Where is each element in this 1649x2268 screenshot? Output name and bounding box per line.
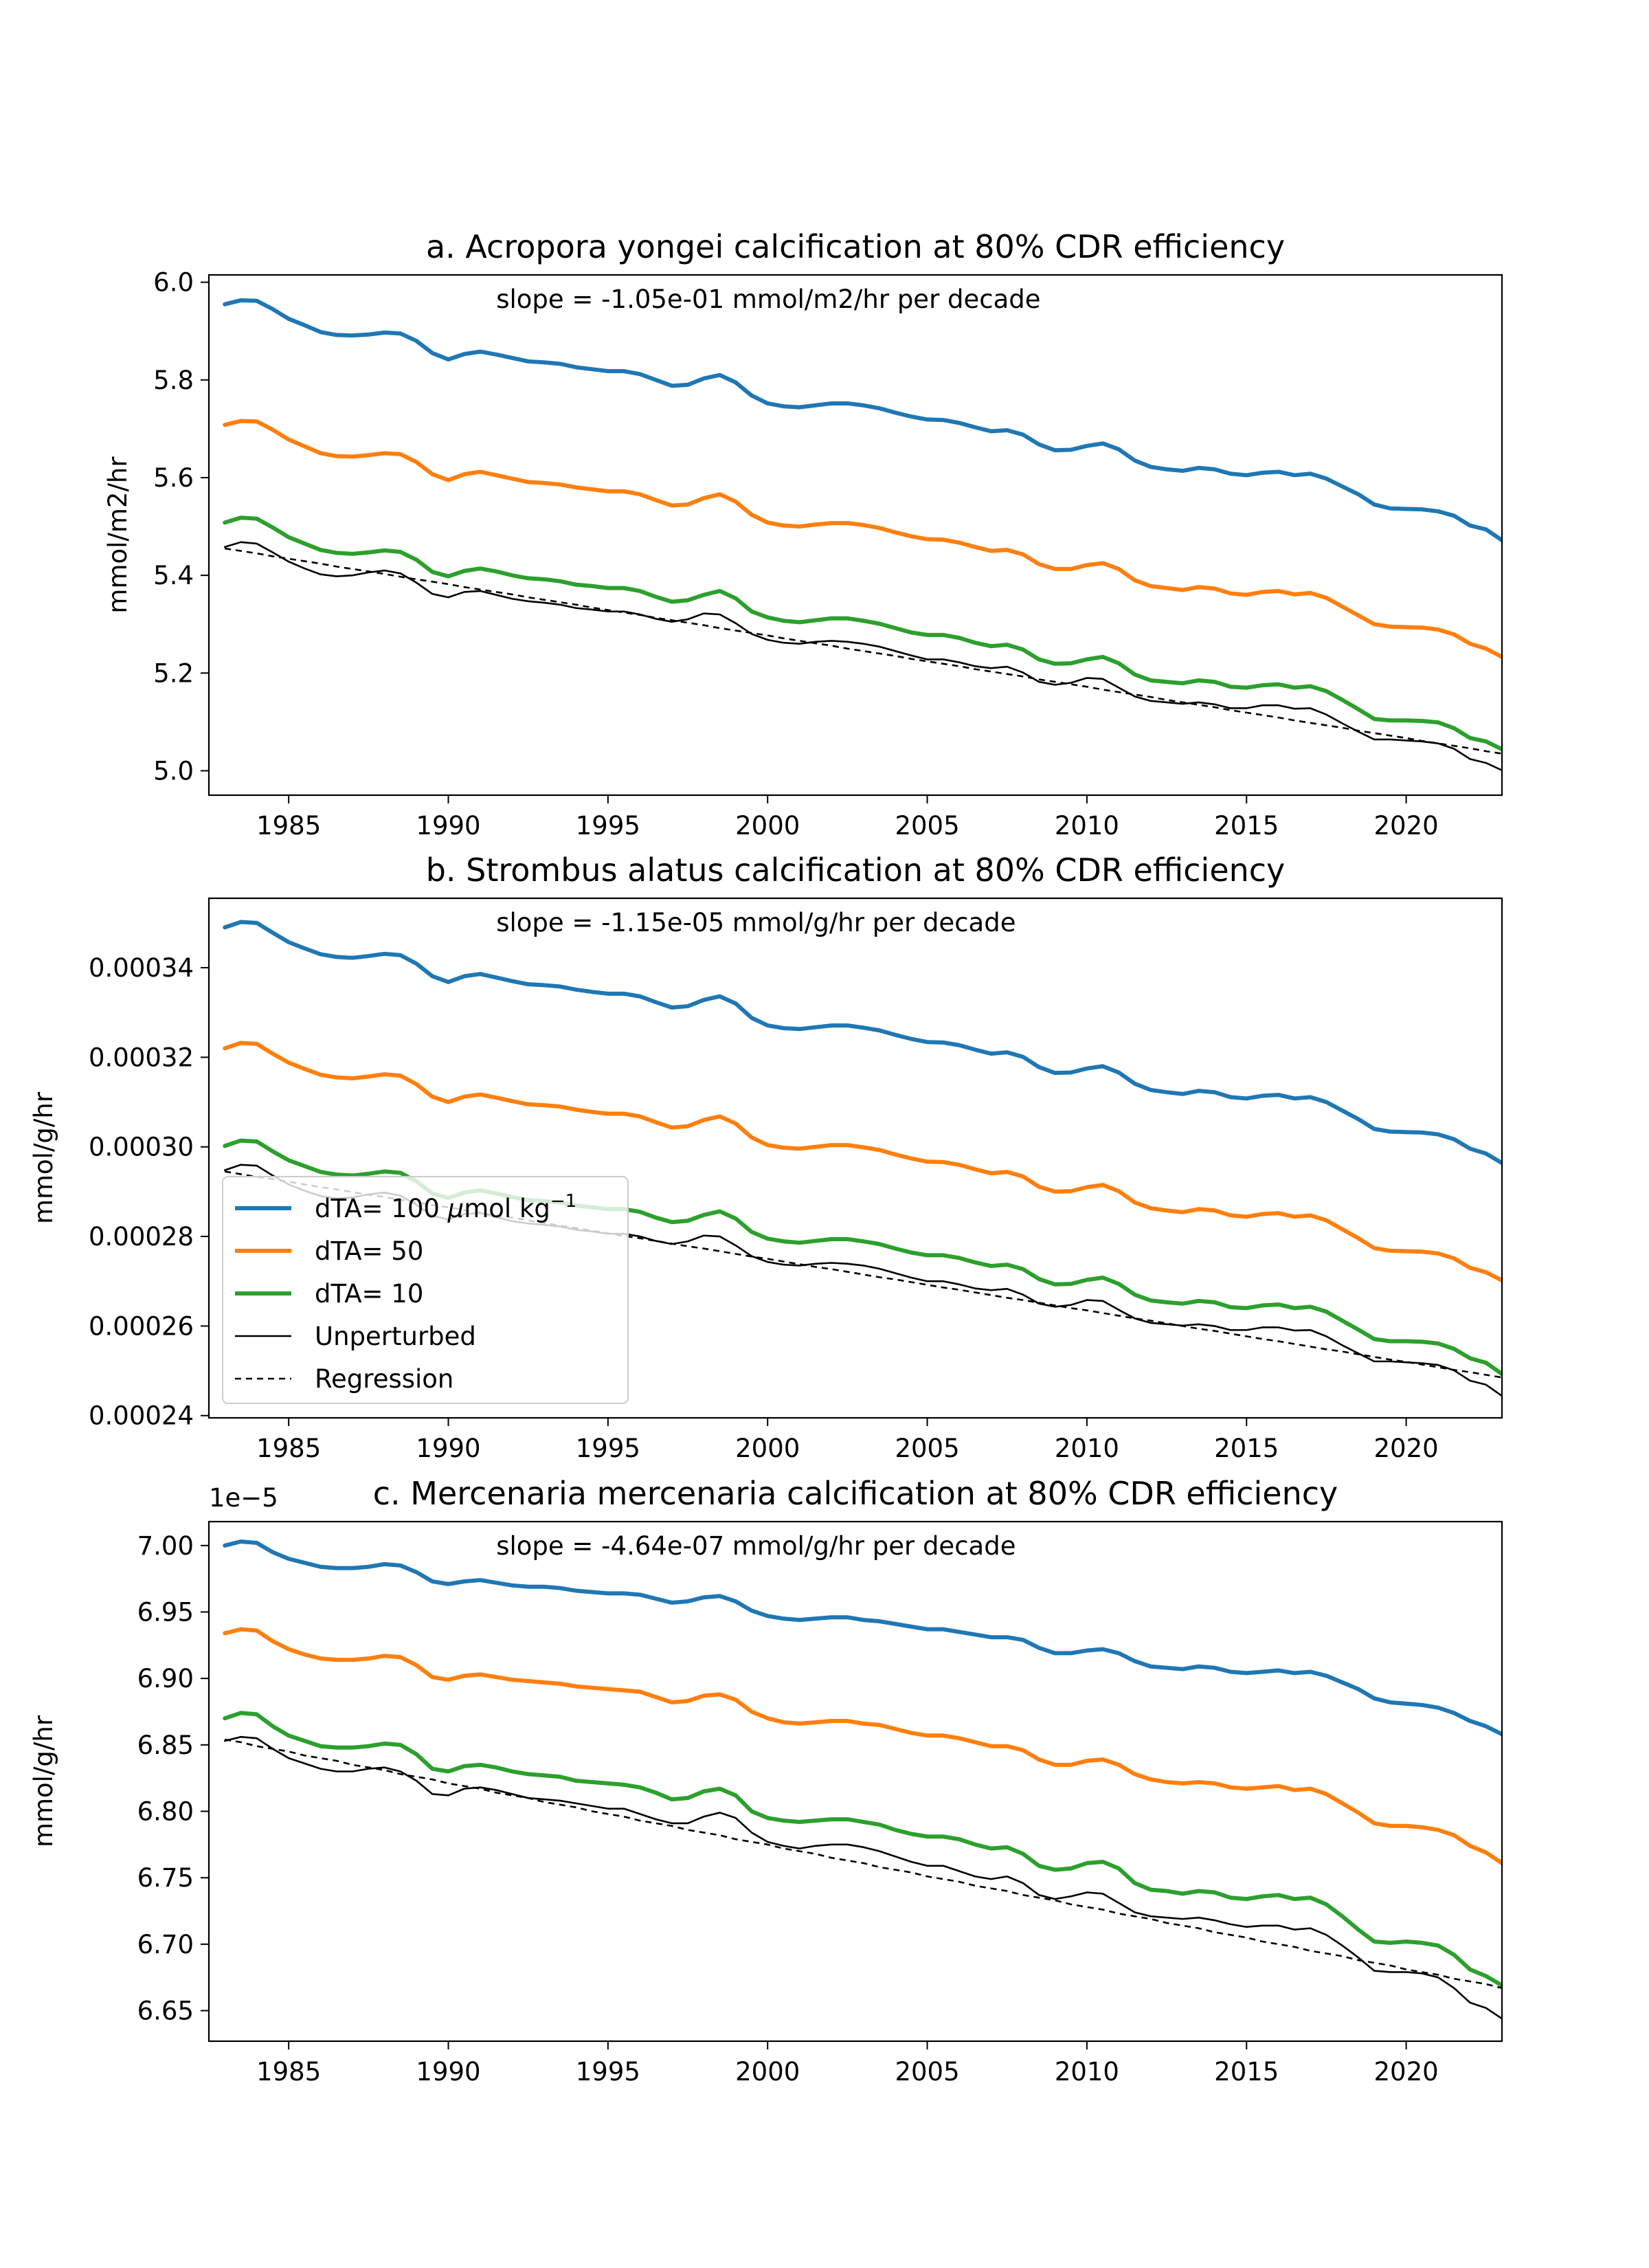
legend-label: dTA= 10 [315, 1279, 423, 1309]
y-tick-label: 5.2 [153, 658, 194, 688]
series-line-unperturbed [223, 541, 1502, 772]
y-axis-label: mmol/g/hr [29, 1715, 58, 1847]
y-tick-label: 0.00032 [89, 1043, 194, 1072]
x-tick-label: 1995 [576, 2057, 640, 2087]
y-tick-label: 6.70 [137, 1930, 194, 1959]
series-line-unperturbed [223, 1735, 1502, 2020]
x-tick-label: 2005 [895, 811, 959, 841]
x-tick-label: 2000 [735, 811, 800, 841]
legend: dTA= 100 μmol kg−1 dTA= 50 dTA= 10 Unpertur… [222, 1176, 629, 1404]
legend-label: Unperturbed [315, 1322, 476, 1351]
x-tick-label: 2005 [895, 1434, 959, 1463]
plot-area [223, 1539, 1502, 2020]
y-tick-label: 6.80 [137, 1797, 194, 1827]
panel-a: 1985 1990 1995 2000 2005 2010 2015 2020 5.0 5.2 5.… [103, 228, 1503, 841]
y-tick-label: 6.95 [137, 1597, 194, 1627]
panel-title: c. Mercenaria mercenaria calcification a… [373, 1475, 1338, 1512]
series-line-dta-10 [223, 1711, 1502, 1988]
y-tick-label: 6.90 [137, 1664, 194, 1693]
legend-box [222, 1176, 629, 1404]
legend-label: dTA= 100 μmol kg−1 [315, 1191, 576, 1223]
axes-frame [207, 274, 1503, 797]
x-tick-label: 1995 [576, 1434, 640, 1463]
x-tick-label: 2010 [1055, 1434, 1119, 1463]
y-tick-label: 5.6 [153, 463, 194, 493]
axes-frame [207, 1520, 1503, 2043]
x-tick-label: 1995 [576, 811, 640, 841]
y-tick-label: 5.0 [153, 756, 194, 786]
x-tick-label: 2015 [1214, 2057, 1279, 2087]
panel-b: 1985 1990 1995 2000 2005 2010 2015 2020 0.00024 0… [29, 852, 1503, 1463]
x-tick-label: 1990 [416, 1434, 480, 1463]
x-tick-label: 2020 [1374, 811, 1439, 841]
legend-label: dTA= 50 [315, 1236, 423, 1266]
x-tick-label: 2010 [1055, 2057, 1119, 2087]
x-tick-label: 1985 [256, 811, 321, 841]
legend-label: Regression [315, 1364, 453, 1394]
y-tick-label: 6.0 [153, 268, 194, 298]
y-axis-label: mmol/m2/hr [103, 456, 133, 614]
panel-c: 1985 1990 1995 2000 2005 2010 2015 2020 6.65 6.70… [29, 1475, 1503, 2087]
x-tick-label: 1990 [416, 811, 480, 841]
panels: 1985 1990 1995 2000 2005 2010 2015 2020 5.0 5.2 5.… [29, 228, 1503, 2087]
y-tick-label: 7.00 [137, 1531, 194, 1561]
y-tick-label: 5.8 [153, 366, 194, 395]
series-line-regression [225, 547, 1502, 755]
series-line-dta-100-mol-kg [223, 920, 1502, 1166]
y-tick-label: 0.00030 [89, 1133, 194, 1162]
x-tick-label: 2015 [1214, 1434, 1279, 1463]
y-tick-label: 0.00026 [89, 1311, 194, 1341]
y-tick-label: 0.00028 [89, 1222, 194, 1252]
panel-title: b. Strombus alatus calcification at 80% … [426, 852, 1286, 889]
y-tick-label: 6.65 [137, 1997, 194, 2026]
slope-annotation: slope = -1.05e-01 mmol/m2/hr per decade [496, 285, 1040, 314]
series-line-regression [225, 1738, 1502, 1989]
x-tick-label: 1990 [416, 2057, 480, 2087]
x-tick-label: 2010 [1055, 811, 1119, 841]
y-tick-label: 6.75 [137, 1863, 194, 1893]
series-line-regression [225, 1170, 1502, 1379]
series-line-dta-100-mol-kg [223, 1539, 1502, 1737]
x-tick-label: 2020 [1374, 2057, 1439, 2087]
slope-annotation: slope = -1.15e-05 mmol/g/hr per decade [496, 908, 1016, 937]
series-line-dta-50 [223, 1627, 1502, 1865]
y-tick-label: 6.85 [137, 1731, 194, 1760]
y-axis-label: mmol/g/hr [29, 1091, 58, 1224]
y-tick-label: 0.00034 [89, 953, 194, 983]
slope-annotation: slope = -4.64e-07 mmol/g/hr per decade [496, 1531, 1016, 1561]
x-tick-label: 1985 [256, 2057, 321, 2087]
x-tick-label: 2015 [1214, 811, 1279, 841]
axes-frame [207, 897, 1503, 1419]
x-tick-label: 2005 [895, 2057, 959, 2087]
y-tick-label: 0.00024 [89, 1401, 194, 1431]
series-line-dta-10 [223, 515, 1502, 752]
panel-title: a. Acropora yongei calcification at 80% … [426, 228, 1285, 265]
plot-area [223, 298, 1502, 772]
series-line-dta-50 [223, 419, 1502, 659]
series-line-dta-100-mol-kg [223, 298, 1502, 542]
x-tick-label: 2000 [735, 2057, 800, 2087]
x-tick-label: 1985 [256, 1434, 321, 1463]
y-tick-label: 5.4 [153, 561, 194, 590]
x-tick-label: 2000 [735, 1434, 800, 1463]
offset-label: 1e−5 [209, 1483, 278, 1513]
series-line-dta-50 [223, 1041, 1502, 1282]
x-tick-label: 2020 [1374, 1434, 1439, 1463]
